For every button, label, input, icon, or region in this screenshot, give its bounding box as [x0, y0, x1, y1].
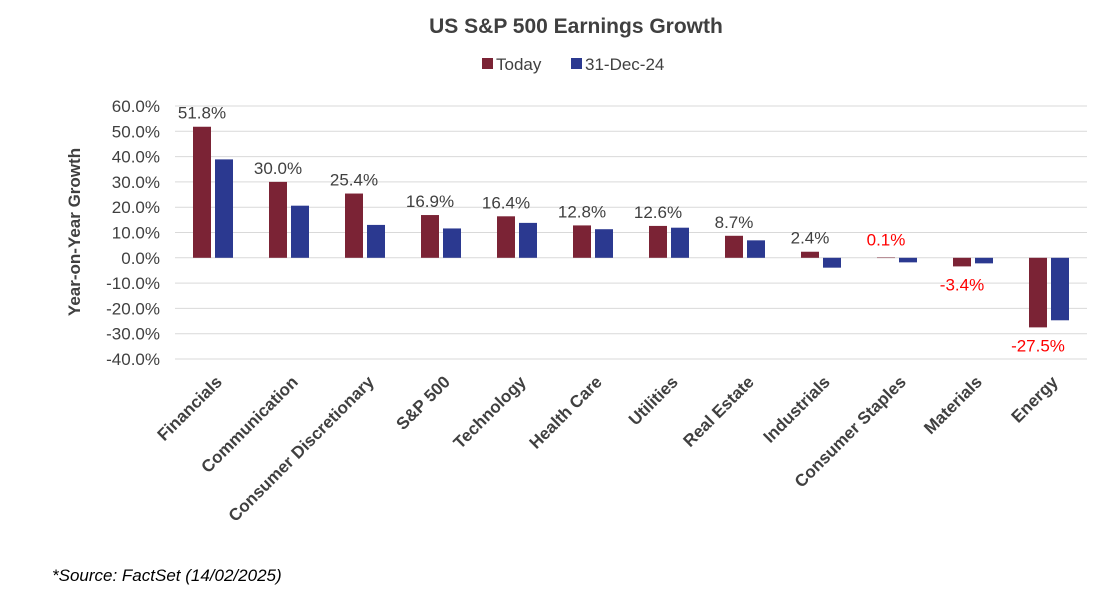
bar-31-dec-24	[367, 224, 385, 258]
x-tick-label: Materials	[920, 372, 986, 438]
bar-today	[193, 126, 211, 258]
bar-today	[421, 215, 439, 258]
bar-31-dec-24	[1051, 257, 1069, 321]
x-tick-label: Real Estate	[680, 372, 758, 450]
legend-swatch	[482, 58, 493, 69]
bar-today	[725, 235, 743, 258]
bar-31-dec-24	[899, 257, 917, 263]
y-tick-label: -40.0%	[106, 350, 160, 369]
y-tick-label: -30.0%	[106, 325, 160, 344]
bar-today	[801, 251, 819, 258]
bar-31-dec-24	[747, 240, 765, 258]
data-label: 25.4%	[330, 171, 378, 190]
bar-today	[1029, 257, 1047, 328]
y-axis-title: Year-on-Year Growth	[65, 148, 84, 316]
data-label: 2.4%	[791, 229, 830, 248]
x-tick-label: Industrials	[760, 372, 834, 446]
bar-31-dec-24	[595, 229, 613, 258]
bar-today	[345, 193, 363, 258]
chart-title: US S&P 500 Earnings Growth	[429, 15, 723, 38]
bar-31-dec-24	[291, 205, 309, 258]
bar-today	[269, 181, 287, 258]
chart-legend: Today 31-Dec-24	[482, 55, 664, 74]
x-tick-label: Energy	[1008, 372, 1063, 427]
y-tick-label: 10.0%	[112, 224, 160, 243]
source-footnote: *Source: FactSet (14/02/2025)	[52, 566, 282, 585]
bar-today	[649, 225, 667, 258]
data-label: 12.6%	[634, 203, 682, 222]
data-label: -27.5%	[1011, 336, 1065, 355]
bar-31-dec-24	[443, 228, 461, 258]
x-tick-label: Financials	[154, 372, 226, 444]
y-tick-label: 0.0%	[121, 249, 160, 268]
y-tick-label: -20.0%	[106, 299, 160, 318]
x-tick-label: Health Care	[526, 372, 606, 452]
data-label: 51.8%	[178, 104, 226, 123]
legend-label: 31-Dec-24	[585, 55, 664, 74]
y-tick-label: 60.0%	[112, 97, 160, 116]
data-label: 30.0%	[254, 159, 302, 178]
data-label: 16.9%	[406, 192, 454, 211]
data-label: 12.8%	[558, 202, 606, 221]
bar-31-dec-24	[975, 257, 993, 264]
legend-swatch	[571, 58, 582, 69]
bar-31-dec-24	[519, 222, 537, 258]
x-tick-label: Consumer Discretionary	[225, 372, 378, 525]
data-label: -3.4%	[940, 275, 984, 294]
bar-today	[497, 216, 515, 258]
earnings-growth-chart: US S&P 500 Earnings Growth Today 31-Dec-2…	[65, 15, 1087, 525]
y-tick-label: -10.0%	[106, 274, 160, 293]
gridlines	[175, 105, 1087, 360]
data-label: 16.4%	[482, 193, 530, 212]
legend-label: Today	[496, 55, 542, 74]
x-tick-label: Utilities	[625, 372, 682, 429]
data-label: 0.1%	[867, 231, 906, 250]
bar-today	[877, 257, 895, 259]
bar-31-dec-24	[215, 159, 233, 258]
data-labels: 51.8% 30.0% 25.4% 16.9% 16.4% 12.8% 12.6% 8.7% 2…	[178, 104, 1065, 356]
bars	[193, 126, 1069, 328]
y-tick-label: 40.0%	[112, 148, 160, 167]
bar-31-dec-24	[671, 227, 689, 258]
bar-today	[953, 257, 971, 267]
x-tick-label: S&P 500	[392, 372, 453, 433]
data-label: 8.7%	[715, 213, 754, 232]
bar-31-dec-24	[823, 257, 841, 268]
y-tick-label: 30.0%	[112, 173, 160, 192]
y-tick-label: 20.0%	[112, 198, 160, 217]
bar-today	[573, 225, 591, 258]
y-tick-label: 50.0%	[112, 122, 160, 141]
x-tick-label: Technology	[450, 372, 530, 452]
y-axis-ticks: 60.0% 50.0% 40.0% 30.0% 20.0% 10.0% 0.0% -10.0%…	[106, 97, 160, 369]
